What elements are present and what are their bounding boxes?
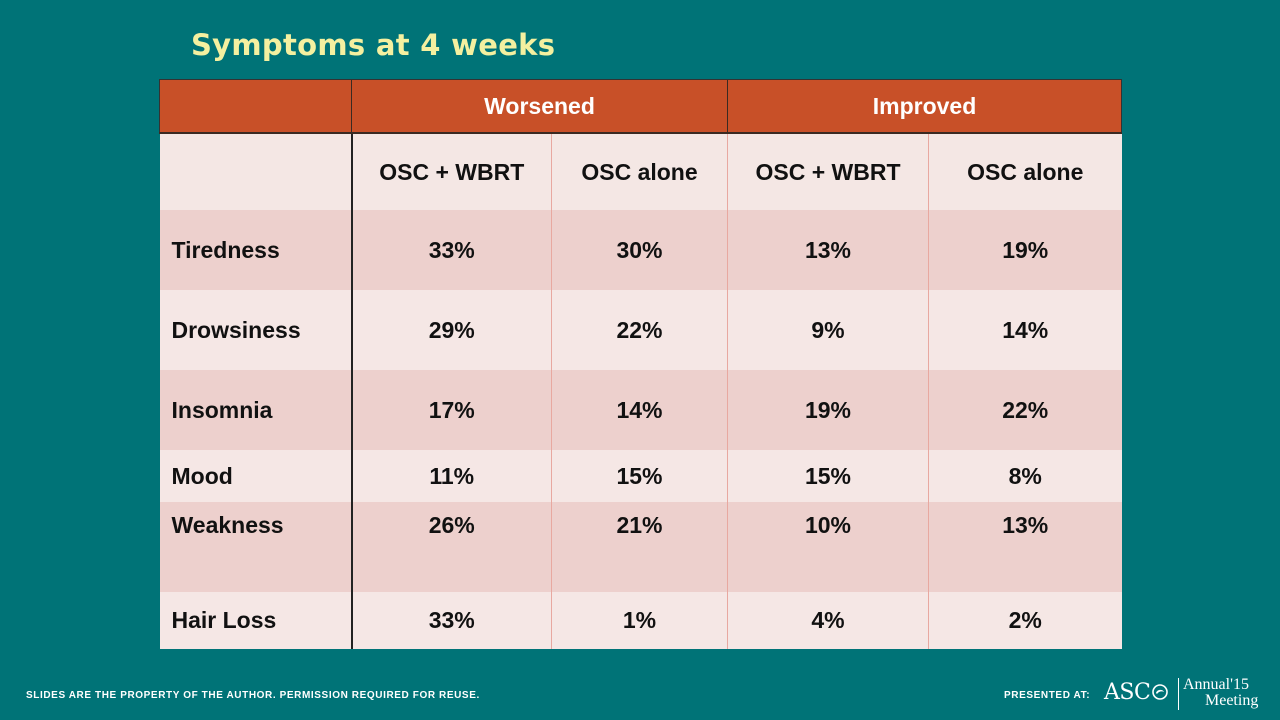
sub-header-worsened-osc-alone: OSC alone	[551, 133, 728, 210]
cell: 30%	[551, 210, 728, 290]
cell: 2%	[928, 592, 1122, 649]
table-row: Mood 11% 15% 15% 8%	[159, 450, 1122, 502]
slide-title: Symptoms at 4 weeks	[191, 28, 556, 62]
asco-swirl-icon	[1152, 684, 1168, 700]
annual-label: Annual	[1183, 676, 1231, 693]
cell: 29%	[351, 290, 552, 370]
row-label: Insomnia	[159, 370, 353, 450]
year-label: '15	[1230, 676, 1249, 693]
sub-header-row: OSC + WBRT OSC alone OSC + WBRT OSC alon…	[159, 133, 1122, 210]
row-label: Weakness	[159, 502, 353, 592]
table-row: Tiredness 33% 30% 13% 19%	[159, 210, 1122, 290]
cell: 26%	[351, 502, 552, 592]
cell: 33%	[351, 210, 552, 290]
sub-header-improved-osc-alone: OSC alone	[928, 133, 1122, 210]
presented-at-label: PRESENTED AT:	[1004, 690, 1091, 701]
row-label: Drowsiness	[159, 290, 353, 370]
table-row: Insomnia 17% 14% 19% 22%	[159, 370, 1122, 450]
cell: 22%	[928, 370, 1122, 450]
asco-logo: ASC	[1104, 680, 1151, 705]
annual-meeting-logo: Annual'15 Meeting	[1183, 677, 1258, 709]
cell: 33%	[351, 592, 552, 649]
symptoms-table: Worsened Improved OSC + WBRT OSC alone O…	[159, 79, 1122, 649]
cell: 19%	[928, 210, 1122, 290]
cell: 8%	[928, 450, 1122, 502]
cell: 10%	[727, 502, 929, 592]
group-header-improved: Improved	[727, 79, 1122, 134]
cell: 1%	[551, 592, 728, 649]
row-label: Tiredness	[159, 210, 353, 290]
sub-header-worsened-osc-wbrt: OSC + WBRT	[351, 133, 552, 210]
cell: 14%	[551, 370, 728, 450]
cell: 13%	[727, 210, 929, 290]
cell: 22%	[551, 290, 728, 370]
cell: 9%	[727, 290, 929, 370]
sub-header-improved-osc-wbrt: OSC + WBRT	[727, 133, 929, 210]
group-header-row: Worsened Improved	[159, 79, 1122, 134]
cell: 14%	[928, 290, 1122, 370]
footer-disclaimer: SLIDES ARE THE PROPERTY OF THE AUTHOR. P…	[26, 690, 480, 701]
group-header-empty	[159, 79, 352, 134]
row-label: Mood	[159, 450, 353, 502]
cell: 21%	[551, 502, 728, 592]
cell: 11%	[351, 450, 552, 502]
cell: 17%	[351, 370, 552, 450]
cell: 13%	[928, 502, 1122, 592]
table-row: Hair Loss 33% 1% 4% 2%	[159, 592, 1122, 649]
logo-divider	[1178, 678, 1179, 710]
group-header-worsened: Worsened	[351, 79, 728, 134]
sub-header-empty	[159, 133, 353, 210]
table-row: Drowsiness 29% 22% 9% 14%	[159, 290, 1122, 370]
cell: 15%	[727, 450, 929, 502]
row-label: Hair Loss	[159, 592, 353, 649]
cell: 4%	[727, 592, 929, 649]
meeting-label: Meeting	[1205, 692, 1259, 709]
cell: 15%	[551, 450, 728, 502]
table-row: Weakness 26% 21% 10% 13%	[159, 502, 1122, 592]
cell: 19%	[727, 370, 929, 450]
